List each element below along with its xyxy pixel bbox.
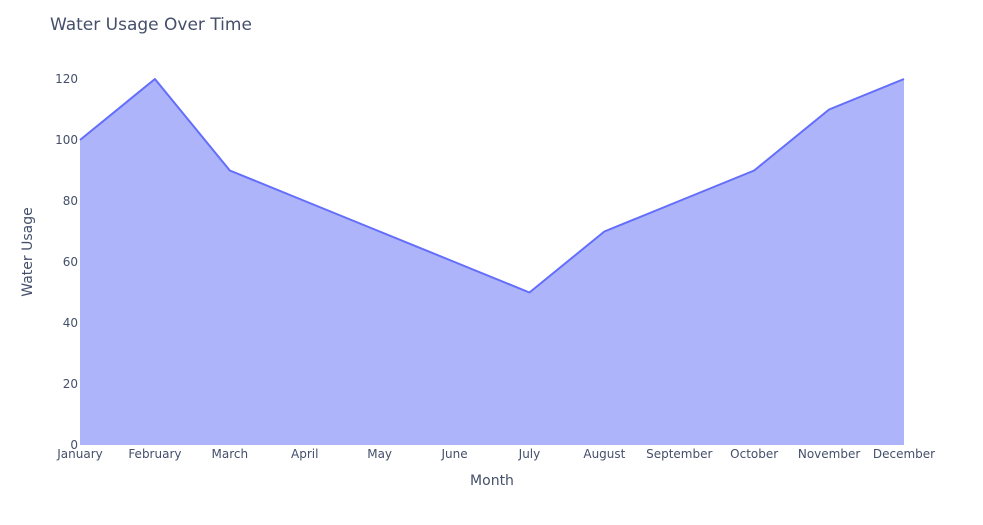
y-tick-label: 80 [63, 194, 78, 208]
x-tick-label: October [730, 447, 778, 461]
y-tick-label: 60 [63, 255, 78, 269]
area-fill [80, 79, 904, 445]
x-tick-label: February [128, 447, 181, 461]
x-tick-label: January [56, 447, 103, 461]
plot-area [79, 78, 905, 445]
x-tick-label: July [518, 447, 541, 461]
x-axis-title: Month [470, 473, 514, 489]
x-tick-label: December [873, 447, 935, 461]
y-tick-label: 120 [55, 72, 78, 86]
x-tick-label: June [440, 447, 467, 461]
y-tick-label: 0 [70, 438, 78, 452]
y-tick-label: 20 [63, 377, 78, 391]
x-tick-label: November [798, 447, 860, 461]
x-tick-label: September [646, 447, 712, 461]
series-line [79, 78, 905, 294]
x-tick-label: April [291, 447, 318, 461]
x-tick-label: August [583, 447, 625, 461]
chart-title: Water Usage Over Time [50, 15, 252, 35]
y-axis-ticks: 0 20 40 60 80 100 120 [55, 72, 78, 452]
x-tick-label: March [212, 447, 249, 461]
y-tick-label: 40 [63, 316, 78, 330]
y-axis-title: Water Usage [20, 207, 36, 296]
x-tick-label: May [367, 447, 392, 461]
x-axis-ticks: January February March April May June July Augu… [56, 447, 935, 461]
y-tick-label: 100 [55, 133, 78, 147]
